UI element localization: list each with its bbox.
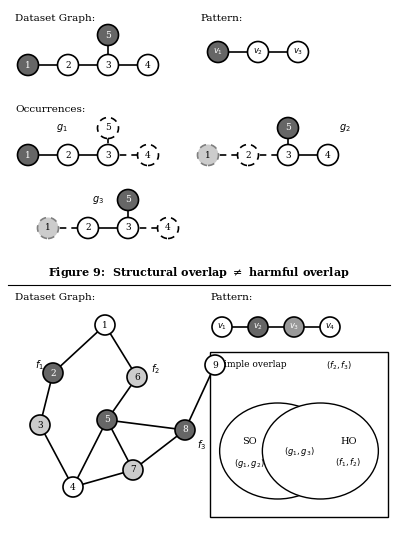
Text: $f_1$: $f_1$ bbox=[35, 358, 44, 372]
Text: Dataset Graph:: Dataset Graph: bbox=[15, 293, 95, 302]
Text: 2: 2 bbox=[65, 61, 71, 69]
Circle shape bbox=[18, 144, 39, 166]
Circle shape bbox=[197, 144, 219, 166]
Text: 3: 3 bbox=[285, 150, 291, 160]
Text: 1: 1 bbox=[25, 150, 31, 160]
Circle shape bbox=[238, 144, 258, 166]
Circle shape bbox=[78, 218, 98, 238]
Circle shape bbox=[318, 144, 339, 166]
Text: 5: 5 bbox=[105, 124, 111, 132]
Circle shape bbox=[320, 317, 340, 337]
Text: 5: 5 bbox=[285, 124, 291, 132]
Circle shape bbox=[18, 55, 39, 75]
Circle shape bbox=[287, 42, 308, 62]
Circle shape bbox=[277, 118, 298, 138]
Text: 4: 4 bbox=[70, 482, 76, 492]
Circle shape bbox=[137, 55, 158, 75]
Circle shape bbox=[98, 144, 119, 166]
Text: 4: 4 bbox=[145, 150, 151, 160]
Text: 1: 1 bbox=[25, 61, 31, 69]
Circle shape bbox=[95, 315, 115, 335]
Text: $g_3$: $g_3$ bbox=[92, 194, 104, 206]
Circle shape bbox=[248, 42, 269, 62]
Circle shape bbox=[97, 410, 117, 430]
Text: 4: 4 bbox=[325, 150, 331, 160]
Text: $(f_2, f_3)$: $(f_2, f_3)$ bbox=[326, 360, 352, 373]
Circle shape bbox=[57, 144, 78, 166]
Text: $v_3$: $v_3$ bbox=[289, 322, 299, 332]
Circle shape bbox=[63, 477, 83, 497]
Text: 4: 4 bbox=[145, 61, 151, 69]
Text: 3: 3 bbox=[37, 421, 43, 429]
Ellipse shape bbox=[220, 403, 336, 499]
Text: 3: 3 bbox=[105, 61, 111, 69]
Circle shape bbox=[57, 55, 78, 75]
Text: 5: 5 bbox=[105, 31, 111, 39]
Text: 7: 7 bbox=[130, 465, 136, 474]
Text: Simple overlap: Simple overlap bbox=[218, 360, 287, 369]
Text: $g_2$: $g_2$ bbox=[339, 122, 351, 134]
Circle shape bbox=[43, 363, 63, 383]
Circle shape bbox=[123, 460, 143, 480]
Circle shape bbox=[30, 415, 50, 435]
Text: $g_1$: $g_1$ bbox=[56, 122, 68, 134]
Circle shape bbox=[37, 218, 59, 238]
Text: $(g_1, g_2)$: $(g_1, g_2)$ bbox=[234, 457, 265, 469]
Text: HO: HO bbox=[340, 437, 357, 445]
Circle shape bbox=[207, 42, 228, 62]
Text: SO: SO bbox=[242, 437, 257, 445]
Circle shape bbox=[117, 218, 139, 238]
Circle shape bbox=[175, 420, 195, 440]
Circle shape bbox=[98, 25, 119, 45]
Text: $(g_1, g_3)$: $(g_1, g_3)$ bbox=[284, 445, 314, 457]
Text: 3: 3 bbox=[125, 224, 131, 232]
Text: $v_2$: $v_2$ bbox=[253, 322, 263, 332]
Text: $f_2$: $f_2$ bbox=[151, 362, 160, 376]
Text: 2: 2 bbox=[245, 150, 251, 160]
Text: 4: 4 bbox=[165, 224, 171, 232]
Text: 8: 8 bbox=[182, 426, 188, 434]
Text: Dataset Graph:: Dataset Graph: bbox=[15, 14, 95, 23]
Text: $v_4$: $v_4$ bbox=[325, 322, 335, 332]
Text: 2: 2 bbox=[85, 224, 91, 232]
Text: $(f_1, f_2)$: $(f_1, f_2)$ bbox=[336, 457, 361, 469]
Text: 1: 1 bbox=[205, 150, 211, 160]
Text: 2: 2 bbox=[50, 369, 56, 377]
Text: 5: 5 bbox=[125, 195, 131, 205]
Circle shape bbox=[205, 355, 225, 375]
Text: Pattern:: Pattern: bbox=[200, 14, 242, 23]
Text: 6: 6 bbox=[134, 373, 140, 381]
Circle shape bbox=[277, 144, 298, 166]
Text: $v_1$: $v_1$ bbox=[213, 46, 223, 57]
Circle shape bbox=[284, 317, 304, 337]
Text: 3: 3 bbox=[105, 150, 111, 160]
Circle shape bbox=[98, 118, 119, 138]
Ellipse shape bbox=[262, 403, 378, 499]
Text: $f_3$: $f_3$ bbox=[197, 438, 206, 452]
Text: $v_3$: $v_3$ bbox=[293, 46, 303, 57]
Text: Pattern:: Pattern: bbox=[210, 293, 252, 302]
Text: $v_1$: $v_1$ bbox=[217, 322, 227, 332]
Text: Figure 9:  Structural overlap $\neq$ harmful overlap: Figure 9: Structural overlap $\neq$ harm… bbox=[48, 265, 350, 280]
Text: $v_2$: $v_2$ bbox=[253, 46, 263, 57]
Text: 1: 1 bbox=[102, 321, 108, 329]
Circle shape bbox=[158, 218, 178, 238]
FancyBboxPatch shape bbox=[210, 352, 388, 517]
Circle shape bbox=[98, 55, 119, 75]
Circle shape bbox=[212, 317, 232, 337]
Circle shape bbox=[248, 317, 268, 337]
Text: 9: 9 bbox=[212, 360, 218, 370]
Circle shape bbox=[117, 189, 139, 211]
Circle shape bbox=[127, 367, 147, 387]
Circle shape bbox=[137, 144, 158, 166]
Text: 2: 2 bbox=[65, 150, 71, 160]
Text: 1: 1 bbox=[45, 224, 51, 232]
Text: Occurrences:: Occurrences: bbox=[15, 105, 86, 114]
Text: 5: 5 bbox=[104, 416, 110, 424]
